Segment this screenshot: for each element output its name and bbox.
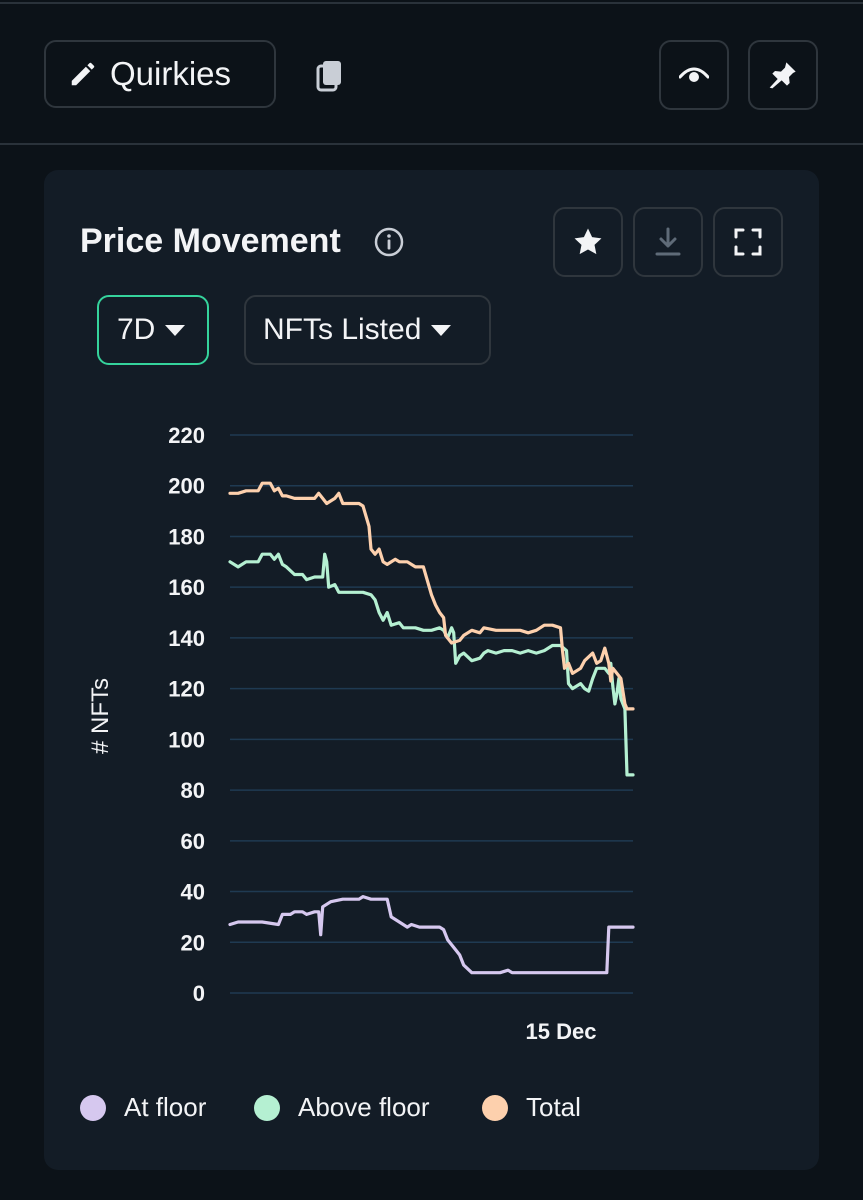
- metric-value: NFTs Listed: [263, 313, 422, 346]
- period-value: 7D: [117, 313, 156, 346]
- y-tick-label: 220: [168, 423, 205, 448]
- caret-down-icon: [165, 324, 186, 336]
- copy-icon[interactable]: [316, 60, 344, 92]
- eye-icon: [679, 67, 709, 82]
- star-icon: [574, 228, 602, 255]
- header-divider: [0, 143, 863, 145]
- download-icon: [655, 227, 681, 256]
- pencil-icon: [71, 62, 95, 86]
- series-line-total: [228, 481, 635, 711]
- legend-label: Above floor: [298, 1092, 430, 1122]
- y-tick-label: 80: [181, 778, 205, 803]
- fullscreen-button[interactable]: [713, 207, 783, 277]
- y-axis-label: # NFTs: [87, 678, 114, 754]
- y-tick-label: 40: [181, 880, 205, 905]
- legend-swatch: [254, 1094, 280, 1121]
- legend-item-at-floor[interactable]: At floor: [80, 1092, 206, 1123]
- y-tick-label: 100: [168, 727, 205, 752]
- series-line-at-floor: [228, 894, 635, 975]
- price-movement-card: [44, 170, 819, 1170]
- legend-label: At floor: [124, 1092, 207, 1122]
- x-tick-label: 15 Dec: [526, 1019, 597, 1044]
- y-tick-label: 140: [168, 626, 205, 651]
- period-dropdown[interactable]: 7D: [97, 295, 209, 365]
- y-tick-label: 200: [168, 474, 205, 499]
- top-border: [0, 2, 863, 4]
- legend-swatch: [80, 1094, 106, 1121]
- y-tick-label: 180: [168, 524, 205, 549]
- y-tick-label: 160: [168, 575, 205, 600]
- legend-label: Total: [526, 1092, 581, 1122]
- info-icon[interactable]: [374, 227, 404, 257]
- metric-dropdown[interactable]: NFTs Listed: [244, 295, 491, 365]
- legend-item-total[interactable]: Total: [482, 1092, 581, 1123]
- favorite-button[interactable]: [553, 207, 623, 277]
- collection-name-button[interactable]: Quirkies: [44, 40, 276, 108]
- pin-icon: [769, 62, 796, 89]
- pin-button[interactable]: [748, 40, 818, 110]
- series-line-above-floor: [228, 552, 635, 777]
- panel-title: Price Movement: [80, 222, 341, 260]
- y-tick-label: 0: [193, 981, 205, 1006]
- y-tick-label: 20: [181, 930, 205, 955]
- legend-item-above-floor[interactable]: Above floor: [254, 1092, 430, 1123]
- download-button[interactable]: [633, 207, 703, 277]
- legend-swatch: [482, 1094, 508, 1121]
- caret-down-icon: [431, 324, 452, 336]
- y-tick-label: 60: [181, 829, 205, 854]
- fullscreen-icon: [734, 228, 762, 256]
- collection-name: Quirkies: [110, 55, 232, 92]
- watch-button[interactable]: [659, 40, 729, 110]
- y-tick-label: 120: [168, 677, 205, 702]
